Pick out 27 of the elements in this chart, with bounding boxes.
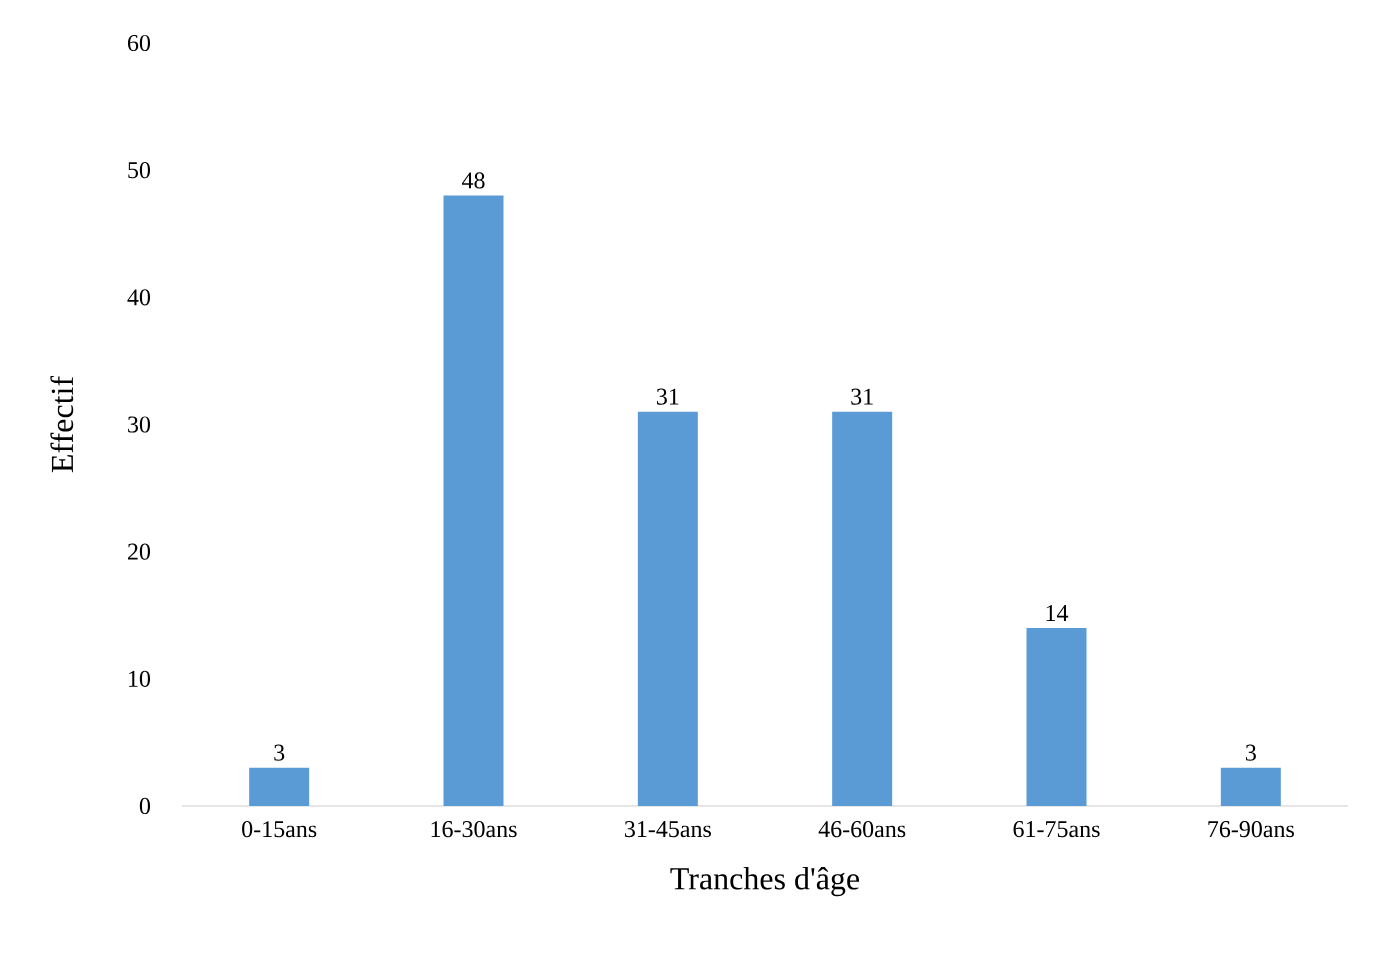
y-axis-title: Effectif: [50, 375, 74, 473]
x-tick-label: 76-90ans: [1208, 821, 1294, 838]
x-tick-label: 31-45ans: [625, 821, 711, 838]
x-axis-title: Tranches d'âge: [670, 866, 860, 897]
data-label: 3: [1245, 744, 1256, 761]
bar: [1026, 627, 1087, 806]
y-tick-label: 60: [127, 34, 151, 52]
x-tick-label: 61-75ans: [1013, 821, 1100, 838]
x-tick-label: 16-30ans: [431, 821, 517, 838]
y-tick-label: 10: [129, 670, 151, 687]
bar: [832, 411, 893, 806]
y-tick-label: 40: [127, 289, 151, 306]
y-tick-label: 50: [128, 162, 151, 179]
x-tick-label: 0-15ans: [242, 821, 317, 838]
data-label: 31: [656, 388, 679, 405]
data-label: 31: [851, 388, 873, 405]
y-tick-label: 20: [128, 543, 151, 560]
y-tick-label: 0: [139, 797, 151, 815]
y-tick-label: 30: [128, 416, 151, 433]
x-tick-label: 46-60ans: [818, 821, 906, 838]
data-label: 48: [461, 172, 485, 189]
bar: [249, 767, 310, 806]
bar: [1220, 767, 1281, 806]
data-label: 14: [1046, 605, 1069, 621]
bar: [637, 411, 698, 806]
data-label: 3: [274, 744, 285, 761]
bar: [443, 195, 504, 806]
